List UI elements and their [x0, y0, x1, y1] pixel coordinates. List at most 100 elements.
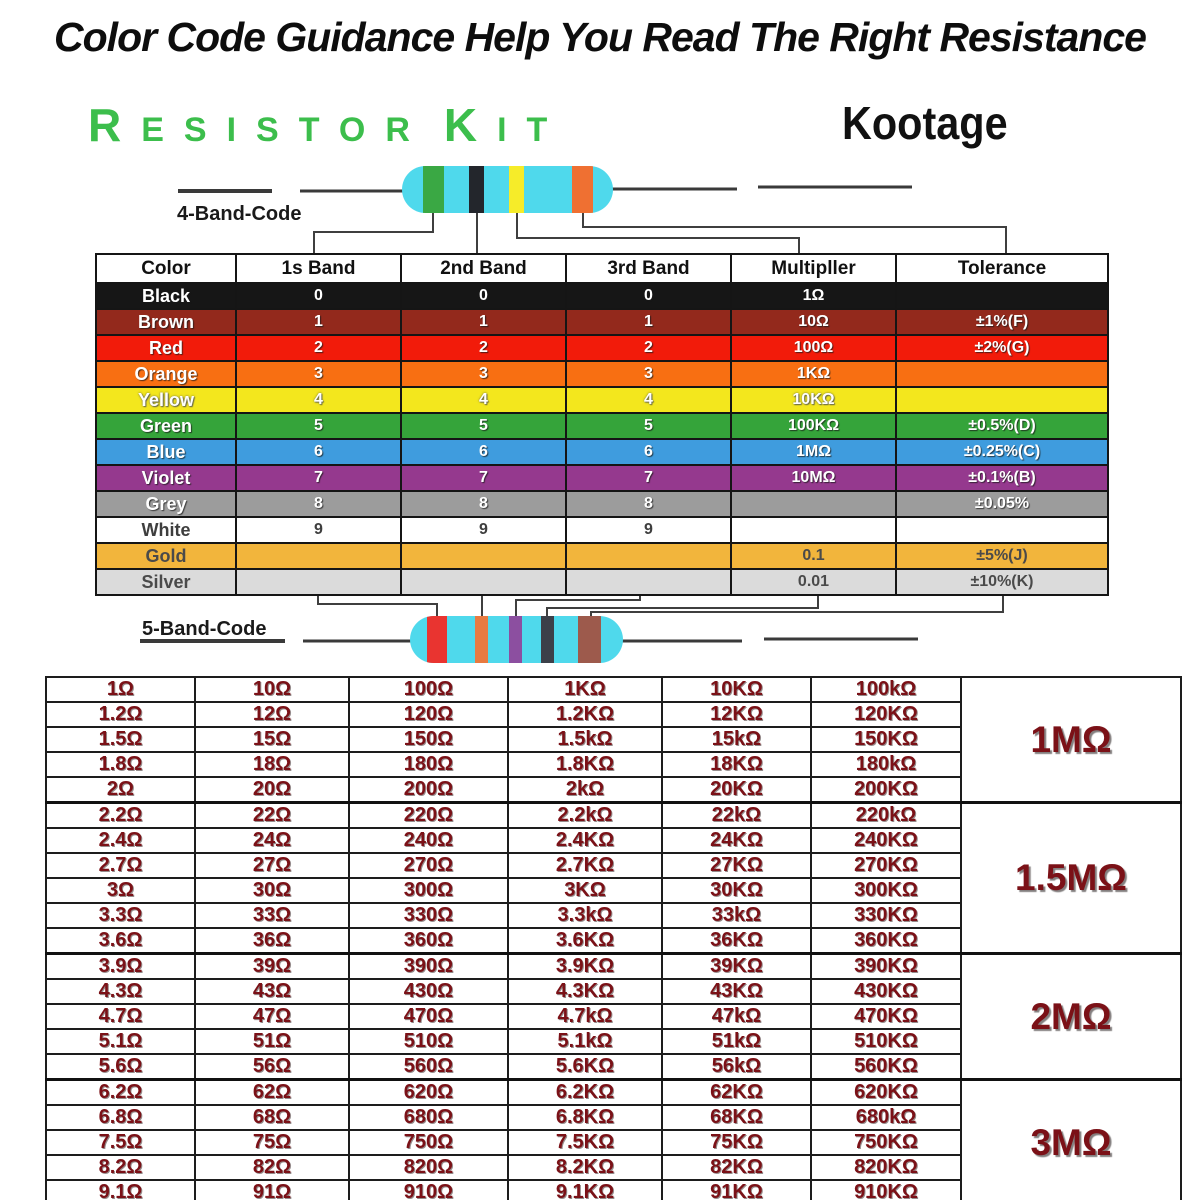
resistance-value-cell: 9.1KΩ: [507, 1179, 663, 1200]
color-name-cell: Yellow: [95, 386, 237, 414]
kit-letters-it: IT: [497, 111, 568, 149]
color-value-cell: [895, 282, 1109, 310]
resistance-value-cell: 15kΩ: [661, 726, 812, 753]
color-value-cell: 7: [235, 464, 402, 492]
resistor-kit-wordmark: RESISTOR KIT: [88, 98, 567, 152]
connector-tolerance-to-brown: [590, 593, 1004, 619]
table-row: Yellow 4 4 4 10KΩ: [95, 386, 1109, 414]
color-name-cell: White: [95, 516, 237, 544]
color-value-cell: 2: [235, 334, 402, 362]
resistance-value-cell: 6.2Ω: [45, 1078, 196, 1106]
color-value-cell: ±10%(K): [895, 568, 1109, 596]
resistance-value-cell: 390KΩ: [810, 952, 962, 980]
resistance-value-cell: 200KΩ: [810, 776, 962, 804]
table-row: Gold 0.1 ±5%(J): [95, 542, 1109, 570]
resistance-value-cell: 1KΩ: [507, 676, 663, 703]
resistance-value-cell: 220kΩ: [810, 801, 962, 829]
resistance-value-cell: 240KΩ: [810, 827, 962, 854]
table-row: 2.2Ω 22Ω 220Ω 2.2kΩ 22kΩ 220kΩ 1.5MΩ: [45, 801, 1182, 955]
resistance-value-cell: 7.5KΩ: [507, 1129, 663, 1156]
resistance-value-cell: 12KΩ: [661, 701, 812, 728]
resistance-value-cell: 180kΩ: [810, 751, 962, 778]
resistance-value-cell: 3KΩ: [507, 877, 663, 904]
connector-multiplier-to-black: [546, 593, 819, 617]
color-name-cell: Grey: [95, 490, 237, 518]
resistance-value-cell: 510KΩ: [810, 1028, 962, 1055]
kit-letter-r: R: [88, 99, 142, 151]
group-total-label: 3MΩ: [960, 1078, 1182, 1200]
color-name-cell: Gold: [95, 542, 237, 570]
resistance-value-cell: 2.4KΩ: [507, 827, 663, 854]
resistance-value-cell: 180Ω: [348, 751, 509, 778]
resistance-value-cell: 150KΩ: [810, 726, 962, 753]
resistance-value-cell: 33Ω: [194, 902, 350, 929]
resistance-value-cell: 68KΩ: [661, 1104, 812, 1131]
resistance-value-cell: 27Ω: [194, 852, 350, 879]
color-value-cell: 1Ω: [730, 282, 897, 310]
resistance-value-cell: 300Ω: [348, 877, 509, 904]
resistance-value-cell: 360Ω: [348, 927, 509, 955]
color-value-cell: ±0.05%: [895, 490, 1109, 518]
resistance-value-cell: 910KΩ: [810, 1179, 962, 1200]
color-value-cell: [565, 568, 732, 596]
resistance-value-cell: 4.3KΩ: [507, 978, 663, 1005]
resistance-value-cell: 2.2kΩ: [507, 801, 663, 829]
resistance-value-cell: 18KΩ: [661, 751, 812, 778]
color-value-cell: 5: [565, 412, 732, 440]
resistance-value-cell: 1.2KΩ: [507, 701, 663, 728]
resistance-value-cell: 1.2Ω: [45, 701, 196, 728]
color-value-cell: 1KΩ: [730, 360, 897, 388]
resistance-value-cell: 62Ω: [194, 1078, 350, 1106]
resistance-value-cell: 120KΩ: [810, 701, 962, 728]
table-row: 1.5Ω 15Ω 150Ω 1.5kΩ 15kΩ 150KΩ: [45, 726, 1181, 753]
resistance-values-table: 1Ω 10Ω 100Ω 1KΩ 10KΩ 100kΩ 1MΩ 1.2Ω 12Ω 120Ω 1.2KΩ…: [45, 676, 1182, 1200]
resistance-value-cell: 1.8Ω: [45, 751, 196, 778]
column-header: Multipller: [730, 253, 897, 284]
table-row: 2.4Ω 24Ω 240Ω 2.4KΩ 24KΩ 240KΩ: [45, 827, 1181, 854]
connector-3rd-band-to-violet: [515, 593, 641, 617]
color-value-cell: [400, 568, 567, 596]
color-value-cell: ±1%(F): [895, 308, 1109, 336]
resistance-value-cell: 4.3Ω: [45, 978, 196, 1005]
resistance-value-cell: 18Ω: [194, 751, 350, 778]
resistance-value-cell: 5.6Ω: [45, 1053, 196, 1081]
color-value-cell: ±2%(G): [895, 334, 1109, 362]
color-value-cell: 3: [565, 360, 732, 388]
resistance-value-cell: 5.1Ω: [45, 1028, 196, 1055]
violet-band: [509, 616, 522, 663]
color-value-cell: 1MΩ: [730, 438, 897, 466]
resistance-value-cell: 680kΩ: [810, 1104, 962, 1131]
resistance-value-cell: 10Ω: [194, 676, 350, 703]
resistance-value-cell: 2kΩ: [507, 776, 663, 804]
resistance-value-cell: 15Ω: [194, 726, 350, 753]
table-row: Green 5 5 5 100KΩ ±0.5%(D): [95, 412, 1109, 440]
color-value-cell: ±0.5%(D): [895, 412, 1109, 440]
color-code-table: Color 1s Band 2nd Band 3rd Band Multipller To…: [95, 253, 1109, 596]
color-name-cell: Brown: [95, 308, 237, 336]
color-value-cell: 7: [400, 464, 567, 492]
color-value-cell: ±0.25%(C): [895, 438, 1109, 466]
color-value-cell: [235, 542, 402, 570]
color-name-cell: Black: [95, 282, 237, 310]
brand-logo: Kootage: [842, 97, 1008, 149]
color-value-cell: 10KΩ: [730, 386, 897, 414]
resistance-value-cell: 5.6KΩ: [507, 1053, 663, 1081]
resistance-value-cell: 270KΩ: [810, 852, 962, 879]
table-row: 4.7Ω 47Ω 470Ω 4.7kΩ 47kΩ 470KΩ: [45, 1003, 1181, 1030]
color-value-cell: 10Ω: [730, 308, 897, 336]
color-value-cell: [730, 516, 897, 544]
resistance-value-cell: 3.3kΩ: [507, 902, 663, 929]
resistance-value-cell: 750KΩ: [810, 1129, 962, 1156]
table-row: Brown 1 1 1 10Ω ±1%(F): [95, 308, 1109, 336]
resistance-value-cell: 33kΩ: [661, 902, 812, 929]
table-row: 1.2Ω 12Ω 120Ω 1.2KΩ 12KΩ 120KΩ: [45, 701, 1181, 728]
color-value-cell: 5: [235, 412, 402, 440]
resistance-value-cell: 2.2Ω: [45, 801, 196, 829]
black-band: [541, 616, 554, 663]
orange-band: [572, 166, 593, 213]
resistance-value-cell: 47Ω: [194, 1003, 350, 1030]
color-value-cell: 100Ω: [730, 334, 897, 362]
resistance-value-cell: 30Ω: [194, 877, 350, 904]
resistance-value-cell: 30KΩ: [661, 877, 812, 904]
